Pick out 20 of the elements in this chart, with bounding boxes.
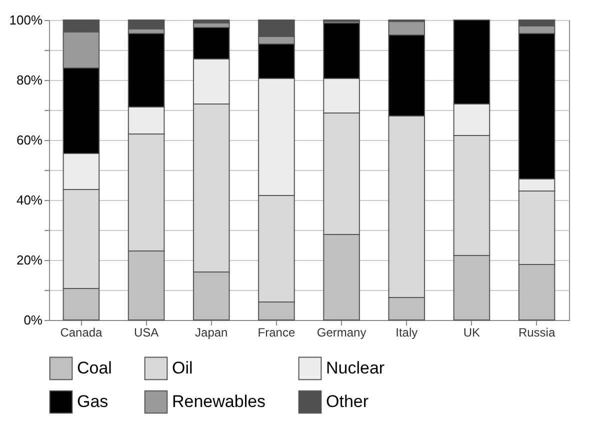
legend-label: Coal [77, 358, 112, 378]
x-tick-label: Canada [60, 326, 103, 340]
y-tick-label: 20% [16, 252, 43, 268]
y-tick-label: 40% [16, 192, 43, 208]
x-tick-label: Russia [518, 326, 556, 340]
x-tick-label: Japan [195, 326, 228, 340]
y-tick-label: 0% [24, 312, 43, 328]
x-tick-label: UK [463, 326, 480, 340]
x-tick-label: USA [134, 326, 159, 340]
x-tick-label: Italy [396, 326, 418, 340]
legend-label: Nuclear [326, 358, 385, 378]
y-tick-label: 80% [16, 72, 43, 88]
y-tick-label: 60% [16, 132, 43, 148]
legend-label: Other [326, 392, 369, 411]
x-tick-label: Germany [316, 326, 366, 340]
x-tick-label: France [258, 326, 296, 340]
legend-label: Oil [172, 358, 193, 378]
y-tick-label: 100% [9, 12, 43, 28]
legend-label: Renewables [172, 392, 266, 411]
legend-label: Gas [77, 392, 108, 411]
